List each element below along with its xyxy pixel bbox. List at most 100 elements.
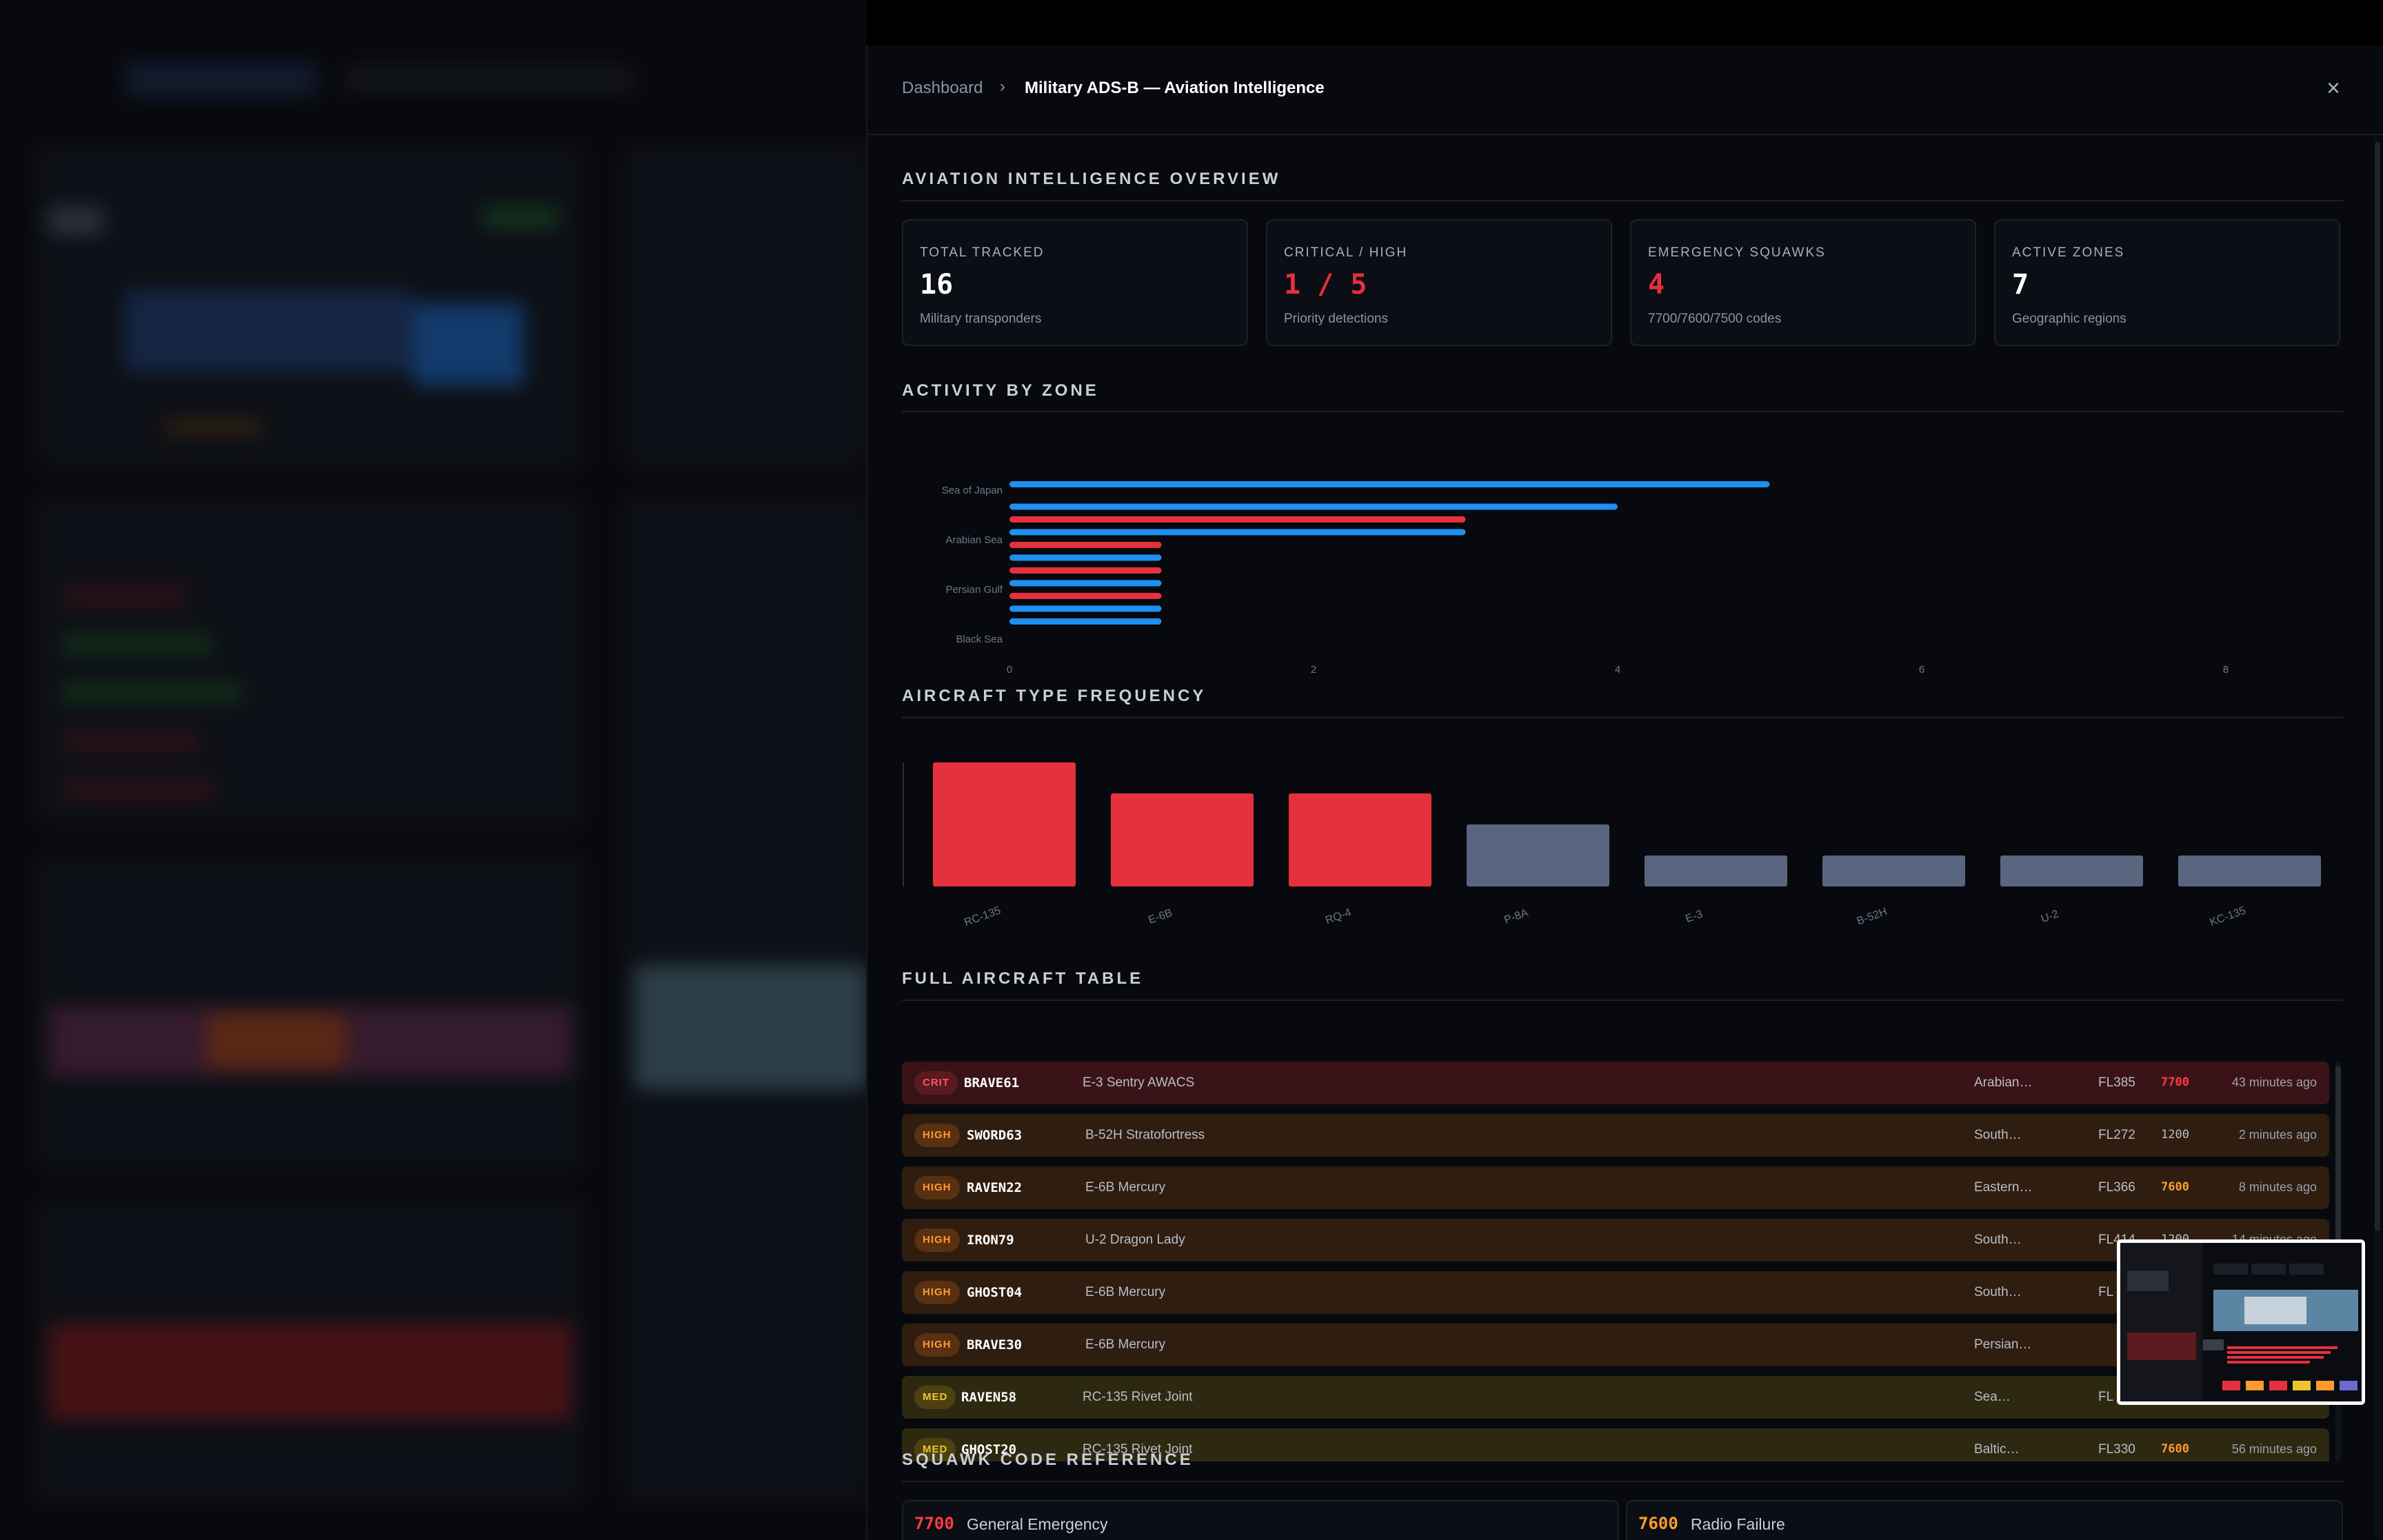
squawk-card: 7700 General Emergency: [902, 1500, 1619, 1540]
type-bar: [1289, 793, 1431, 886]
x-tick-label: 0: [1007, 664, 1012, 676]
table-row[interactable]: HIGH RAVEN22 E-6B Mercury Eastern… FL366 7600…: [902, 1166, 2329, 1209]
scrollbar-thumb[interactable]: [2335, 1066, 2341, 1252]
type-chart-title: AIRCRAFT TYPE FREQUENCY: [902, 687, 1207, 705]
zone-bar: [1009, 593, 1162, 599]
zone-bar: [1009, 516, 1466, 523]
stat-label: TOTAL TRACKED: [920, 245, 1045, 260]
aircraft-type: E-6B Mercury: [1085, 1285, 1166, 1299]
zone-bar: [1009, 554, 1162, 561]
squawk-description: Radio Failure: [1691, 1515, 1785, 1533]
table-row[interactable]: HIGH SWORD63 B-52H Stratofortress South… FL2…: [902, 1114, 2329, 1157]
x-tick-label: P-8A: [1502, 907, 1530, 926]
stat-subtext: Military transponders: [920, 312, 1042, 326]
type-bar: [2178, 855, 2321, 886]
flight-level: FL385: [2098, 1075, 2135, 1090]
callsign: BRAVE61: [964, 1075, 1020, 1091]
aircraft-type: E-6B Mercury: [1085, 1180, 1166, 1195]
minimap-preview[interactable]: [2117, 1239, 2365, 1405]
table-row[interactable]: HIGH GHOST04 E-6B Mercury South… FL: [902, 1271, 2329, 1314]
y-tick-label: Arabian Sea: [945, 534, 1003, 546]
priority-badge: MED: [914, 1386, 956, 1409]
x-tick-label: RC-135: [963, 904, 1003, 929]
stat-label: CRITICAL / HIGH: [1284, 245, 1408, 260]
aircraft-type: RC-135 Rivet Joint: [1083, 1390, 1193, 1404]
table-row[interactable]: HIGH BRAVE30 E-6B Mercury Persian…: [902, 1324, 2329, 1366]
flight-level: FL272: [2098, 1128, 2135, 1142]
y-tick-label: Persian Gulf: [945, 584, 1003, 596]
callsign: RAVEN58: [961, 1390, 1017, 1405]
region: Arabian…: [1974, 1075, 2033, 1090]
type-bar: [933, 762, 1076, 886]
last-seen-time: 8 minutes ago: [2238, 1180, 2317, 1194]
type-bar: [1822, 855, 1965, 886]
aircraft-table: CRIT BRAVE61 E-3 Sentry AWACS Arabian… FL385…: [902, 1062, 2343, 1461]
callsign: GHOST04: [967, 1285, 1023, 1300]
priority-badge: HIGH: [914, 1333, 960, 1357]
priority-badge: HIGH: [914, 1124, 960, 1147]
zone-bar: [1009, 529, 1466, 536]
divider: [902, 200, 2343, 201]
squawk-description: General Emergency: [967, 1515, 1108, 1533]
aviation-intel-panel: Dashboard › Military ADS-B — Aviation In…: [866, 45, 2383, 1540]
callsign: RAVEN22: [967, 1180, 1023, 1195]
x-tick-label: E-6B: [1147, 907, 1174, 926]
zone-bar: [1009, 567, 1162, 574]
squawk-title: SQUAWK CODE REFERENCE: [902, 1450, 1194, 1469]
stat-card-critical-high: CRITICAL / HIGH 1 / 5 Priority detection…: [1266, 219, 1612, 346]
divider: [902, 1481, 2343, 1482]
x-tick-label: B-52H: [1856, 906, 1889, 927]
scrollbar-thumb[interactable]: [2375, 142, 2380, 1231]
zone-bar: [1009, 542, 1162, 548]
stat-card-active-zones: ACTIVE ZONES 7 Geographic regions: [1994, 219, 2340, 346]
aircraft-type-chart: RC-135 E-6B RQ-4 P-8A E-3 B-52H U-2 KC-135: [903, 762, 2321, 929]
region: South…: [1974, 1285, 2022, 1299]
x-tick-label: U-2: [2040, 908, 2060, 925]
divider: [902, 1000, 2343, 1001]
callsign: BRAVE30: [967, 1337, 1023, 1352]
y-tick-label: Black Sea: [956, 634, 1003, 645]
x-tick-label: 6: [1919, 664, 1924, 676]
stat-card-total-tracked: TOTAL TRACKED 16 Military transponders: [902, 219, 1248, 346]
x-tick-label: RQ-4: [1324, 906, 1353, 926]
aircraft-type: B-52H Stratofortress: [1085, 1128, 1205, 1142]
squawk-code: 7600: [2161, 1442, 2189, 1456]
table-row[interactable]: CRIT BRAVE61 E-3 Sentry AWACS Arabian… FL385…: [902, 1062, 2329, 1104]
last-seen-time: 56 minutes ago: [2231, 1442, 2317, 1456]
close-icon[interactable]: ×: [2326, 75, 2340, 101]
squawk-card: 7600 Radio Failure: [1626, 1500, 2343, 1540]
flight-level: FL: [2098, 1285, 2114, 1299]
aircraft-type: RC-135 Rivet Joint: [1083, 1442, 1193, 1457]
priority-badge: HIGH: [914, 1176, 960, 1199]
panel-header: Dashboard › Military ADS-B — Aviation In…: [867, 45, 2383, 135]
breadcrumb-current: Military ADS-B — Aviation Intelligence: [1025, 79, 1325, 97]
callsign: GHOST20: [961, 1442, 1017, 1457]
last-seen-time: 43 minutes ago: [2231, 1075, 2317, 1089]
table-row[interactable]: MED RAVEN58 RC-135 Rivet Joint Sea… FL: [902, 1376, 2329, 1419]
divider: [902, 411, 2343, 412]
zone-chart-title: ACTIVITY BY ZONE: [902, 381, 1099, 400]
divider: [902, 717, 2343, 718]
chevron-right-icon: ›: [1000, 77, 1005, 96]
priority-badge: CRIT: [914, 1071, 958, 1095]
stat-card-emergency-squawks: EMERGENCY SQUAWKS 4 7700/7600/7500 codes: [1630, 219, 1976, 346]
flight-level: FL330: [2098, 1442, 2135, 1457]
aircraft-type: E-6B Mercury: [1085, 1337, 1166, 1352]
type-bar: [1111, 793, 1254, 886]
minimap-thumbnail-image: [2120, 1243, 2362, 1401]
x-tick-label: 2: [1311, 664, 1316, 676]
squawk-code: 1200: [2161, 1128, 2189, 1142]
stat-value: 7: [2012, 269, 2029, 301]
breadcrumb-dashboard-link[interactable]: Dashboard: [902, 79, 983, 97]
squawk-code: 7600: [1638, 1514, 1678, 1533]
panel-scrollbar[interactable]: [2375, 135, 2380, 1539]
table-row[interactable]: MED GHOST20 RC-135 Rivet Joint Baltic… FL330…: [902, 1428, 2329, 1461]
table-title: FULL AIRCRAFT TABLE: [902, 969, 1144, 988]
region: Baltic…: [1974, 1442, 2020, 1457]
region: Sea…: [1974, 1390, 2011, 1404]
background-dashboard: [0, 0, 866, 1540]
priority-badge: HIGH: [914, 1228, 960, 1252]
stat-subtext: Geographic regions: [2012, 312, 2126, 326]
y-tick-label: Sea of Japan: [942, 485, 1003, 496]
